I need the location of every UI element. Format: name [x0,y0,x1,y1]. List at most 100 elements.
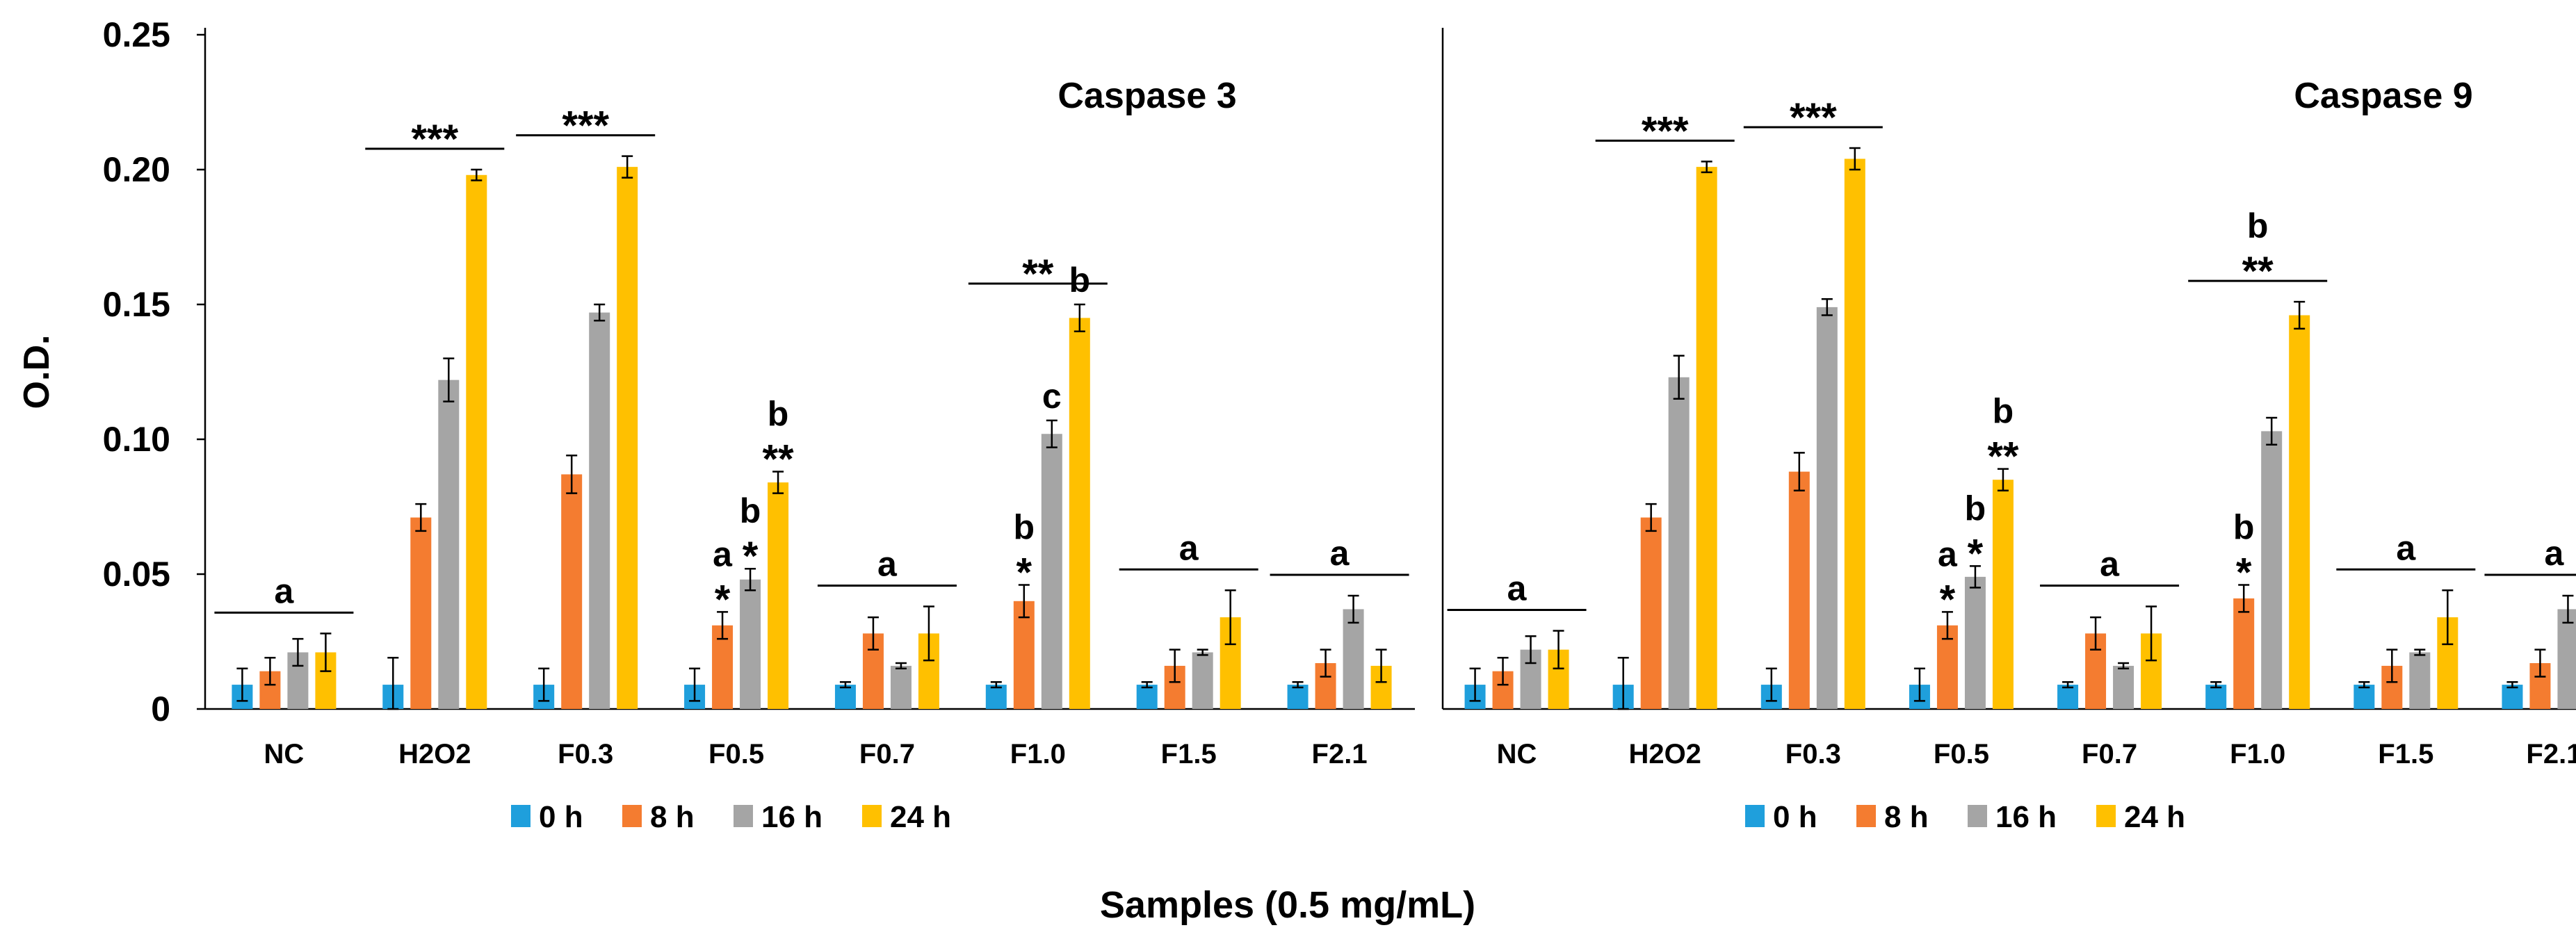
chart-panels: 0 0.05 0.10 0.15 0.20 0.25 O.D. Caspase 3 NC H2O2… [17,15,2576,834]
legend-label: 16 h [761,800,823,834]
y-tick-label: 0.20 [103,150,170,189]
bar [1816,307,1838,709]
bar [2557,609,2576,709]
significance-letter: a [2396,528,2416,567]
y-axis-label: O.D. [17,335,57,409]
legend-label: 24 h [890,800,951,834]
bar [1136,685,1158,709]
bar [466,174,487,709]
legend-swatch [622,805,642,827]
significance-letter: c [1042,377,1062,416]
significance-letter: a [713,535,733,573]
significance-stars: *** [1642,108,1689,154]
x-tick-label: F1.0 [2230,739,2285,769]
bar [1844,158,1865,710]
significance-letter: b [1069,261,1091,300]
bar [2289,315,2310,709]
significance-letter: a [2100,545,2120,584]
y-tick-label: 0.10 [103,420,170,459]
bar [617,167,638,709]
y-tick-label: 0.15 [103,285,170,324]
legend-label: 8 h [1884,800,1929,834]
bar [2409,652,2431,709]
bar [1041,434,1062,709]
significance-letter: b [2233,508,2255,547]
bar [1640,517,1662,709]
x-tick-label: NC [264,739,305,769]
bar [740,579,761,709]
significance-stars: *** [1790,95,1837,140]
legend-label: 8 h [650,800,695,834]
legend-swatch [2096,805,2116,827]
x-tick-label: F0.5 [1934,739,1989,769]
legend-swatch [862,805,882,827]
x-tick-label: F0.7 [2082,739,2137,769]
chart-title: Caspase 9 [2294,76,2472,116]
significance-letter: a [877,545,898,584]
significance-stars: * [743,534,759,579]
x-tick-label: H2O2 [398,739,471,769]
bar [985,685,1007,709]
x-tick-label: F1.5 [2378,739,2433,769]
bar [1992,480,2014,709]
bar [1013,601,1035,709]
y-tick-label: 0 [151,690,170,728]
legend-label: 0 h [539,800,583,834]
bar [410,517,432,709]
shared-x-axis-label: Samples (0.5 mg/mL) [1100,884,1475,926]
bar [768,482,789,709]
significance-stars: ** [2242,249,2274,294]
significance-letter: b [768,395,789,434]
significance-stars: * [1940,577,1956,622]
bar [1343,609,1364,709]
x-tick-label: F2.1 [1312,739,1368,769]
x-tick-label: F0.7 [859,739,915,769]
bar [2205,685,2227,709]
bar [834,685,856,709]
chart-panel-2: Caspase 9 NC H2O2 F0.3 F0.5 F0.7 F1.0 F1.5 F2.1 a… [1441,28,2576,834]
significance-letter: a [1507,569,1528,607]
bar [2354,685,2375,709]
legend-label: 16 h [1995,800,2057,834]
significance-stars: ** [1987,434,2019,480]
bar [2233,598,2255,709]
significance-stars: *** [562,104,609,149]
bar [561,474,583,709]
significance-letter: b [1014,508,1035,547]
significance-stars: ** [1022,252,1054,297]
chart-panel-1: 0 0.05 0.10 0.15 0.20 0.25 O.D. Caspase 3 NC H2O2… [17,15,1415,834]
legend-label: 0 h [1773,800,1817,834]
significance-letter: b [740,491,761,530]
bar [1069,318,1090,709]
bar [2113,665,2134,709]
legend-swatch [734,805,753,827]
significance-stars: * [715,577,731,622]
significance-letter: a [1938,535,1958,573]
x-tick-label: F1.5 [1161,739,1217,769]
legend-swatch [1968,805,1987,827]
significance-letter: a [1179,528,1199,567]
significance-letter: b [2247,206,2269,245]
x-tick-label: F0.3 [558,739,613,769]
bar [1964,576,1986,709]
x-tick-label: F0.5 [708,739,764,769]
legend-swatch [1856,805,1876,827]
chart-title: Caspase 3 [1058,76,1236,116]
significance-letter: b [1993,392,2014,431]
significance-letter: a [2545,534,2565,573]
x-tick-label: F0.3 [1785,739,1841,769]
significance-stars: ** [762,437,794,482]
legend-label: 24 h [2124,800,2185,834]
significance-stars: * [1968,531,1984,576]
x-tick-label: H2O2 [1628,739,1701,769]
bar [2261,431,2283,709]
bar [1668,377,1690,709]
significance-letter: a [275,571,295,610]
bar [2502,685,2523,709]
bar [1788,471,1810,709]
significance-letter: b [1965,489,1986,528]
bar [589,312,610,709]
y-tick-label: 0.05 [103,555,170,594]
legend-swatch [511,805,530,827]
